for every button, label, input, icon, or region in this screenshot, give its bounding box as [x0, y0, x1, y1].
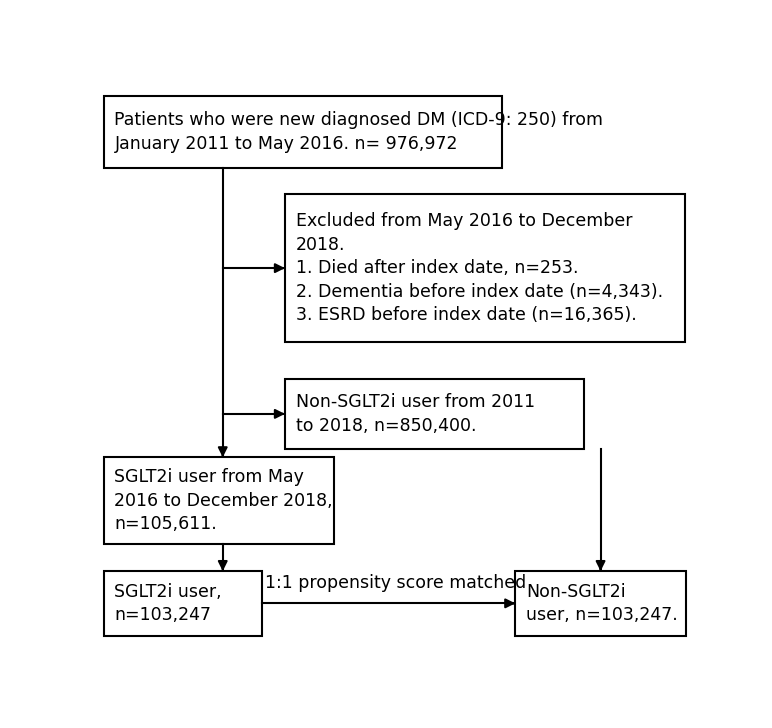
Bar [103, 96, 502, 168]
Text: Non-SGLT2i user from 2011
to 2018, n=850,400.: Non-SGLT2i user from 2011 to 2018, n=850… [296, 393, 535, 435]
Text: 1:1 propensity score matched: 1:1 propensity score matched [265, 574, 527, 593]
Bar [285, 379, 584, 449]
Bar [516, 571, 686, 636]
Bar [103, 571, 262, 636]
Text: SGLT2i user from May
2016 to December 2018,
n=105,611.: SGLT2i user from May 2016 to December 20… [114, 468, 333, 534]
Text: Non-SGLT2i
user, n=103,247.: Non-SGLT2i user, n=103,247. [526, 582, 678, 624]
Bar [285, 194, 685, 342]
Text: Patients who were new diagnosed DM (ICD-9: 250) from
January 2011 to May 2016. n: Patients who were new diagnosed DM (ICD-… [114, 111, 604, 153]
Text: Excluded from May 2016 to December
2018.
1. Died after index date, n=253.
2. Dem: Excluded from May 2016 to December 2018.… [296, 212, 663, 325]
Text: SGLT2i user,
n=103,247: SGLT2i user, n=103,247 [114, 582, 222, 624]
Bar [103, 457, 334, 545]
